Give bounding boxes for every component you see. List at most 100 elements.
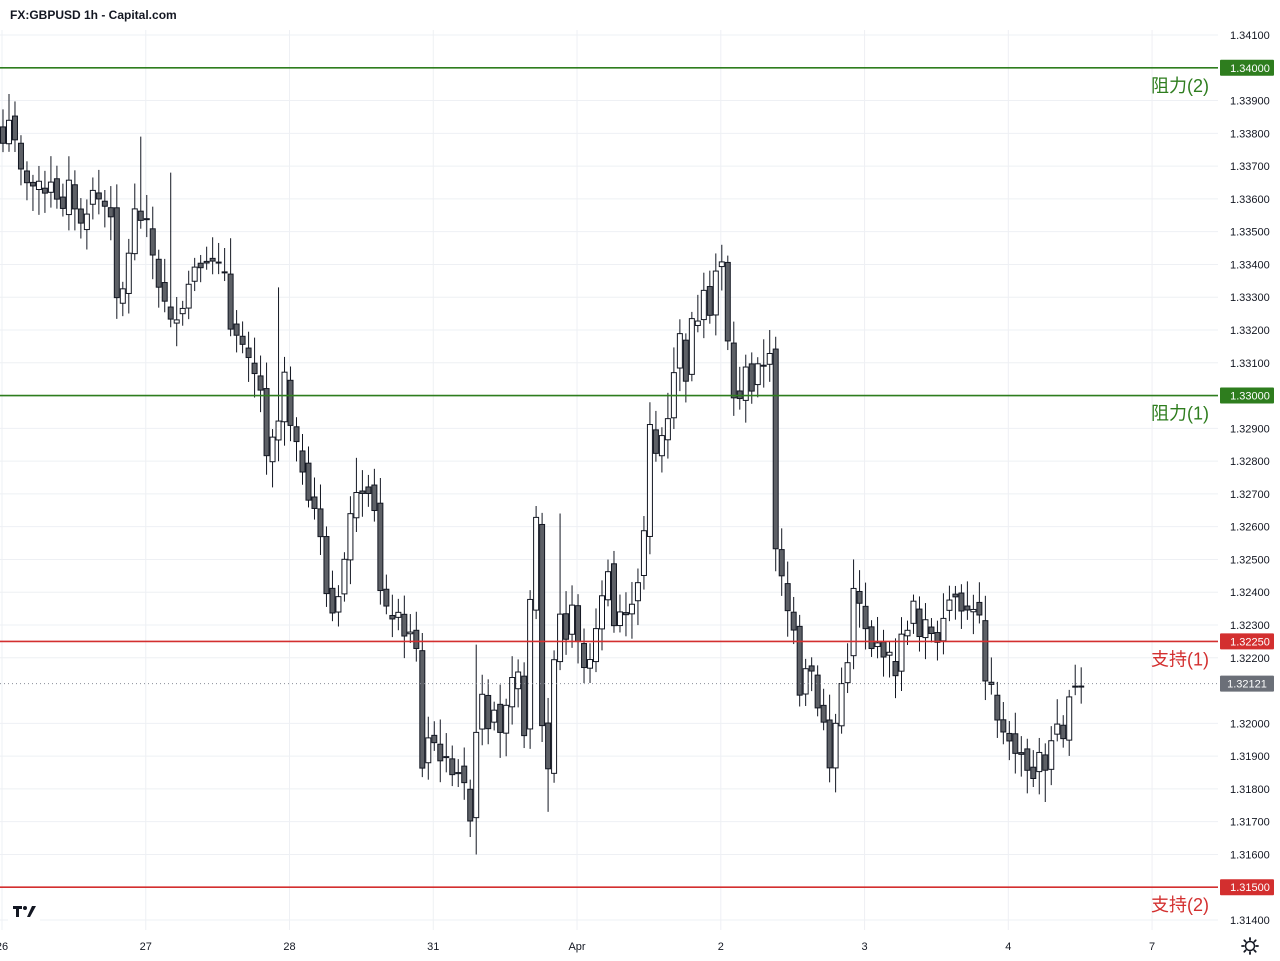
candle-body <box>593 628 600 663</box>
candle <box>5 94 12 152</box>
support-price-tag-text: 1.31500 <box>1230 882 1270 894</box>
candle-body <box>838 683 845 727</box>
candle <box>922 603 929 660</box>
candle-body <box>125 252 132 294</box>
candle <box>766 330 773 382</box>
candle <box>353 457 360 532</box>
candle <box>149 206 156 280</box>
candle <box>988 657 995 695</box>
support-price-tag: 1.31500 <box>1220 879 1274 896</box>
candle-body <box>299 450 306 473</box>
x-tick-label: 27 <box>140 941 152 953</box>
candle <box>365 474 372 507</box>
candle <box>245 331 252 382</box>
candle-body <box>167 306 174 320</box>
candle-body <box>1006 732 1013 742</box>
x-tick-label: 26 <box>0 941 8 953</box>
candle-body <box>71 184 78 210</box>
candle <box>113 184 120 319</box>
candle-body <box>700 289 707 321</box>
candle <box>970 594 977 635</box>
candle <box>155 249 162 308</box>
candle <box>503 698 510 757</box>
candle-body <box>245 347 252 359</box>
candle <box>251 337 258 398</box>
candle-body <box>209 257 216 262</box>
candle <box>389 594 396 638</box>
candle <box>35 165 42 215</box>
y-tick-label: 1.33200 <box>1230 325 1270 337</box>
candle-body <box>521 675 528 737</box>
candle <box>119 281 126 317</box>
candle-body <box>1036 751 1043 773</box>
candle-body <box>41 187 48 194</box>
candle <box>497 684 504 758</box>
candle-body <box>383 588 390 607</box>
y-tick-label: 1.32600 <box>1230 522 1270 534</box>
candle-body <box>772 348 779 550</box>
candle <box>952 585 959 620</box>
candle-body <box>443 756 450 759</box>
candle-body <box>185 283 192 309</box>
candle <box>1054 699 1061 742</box>
current-price-tag-bg <box>1220 675 1274 692</box>
candle-body <box>622 612 629 616</box>
candle-body <box>203 260 210 264</box>
candle <box>802 658 809 706</box>
candle-body <box>197 262 204 269</box>
resistance-price-tag-bg <box>1220 59 1274 76</box>
candle-body <box>634 582 641 602</box>
x-tick-label: Apr <box>568 941 585 953</box>
resistance-label: 阻力(1) <box>1151 404 1209 424</box>
candle-body <box>161 282 168 302</box>
candle <box>179 300 186 326</box>
candle <box>449 745 456 787</box>
candle <box>125 238 132 314</box>
candle <box>233 310 240 353</box>
support-price-tag-text: 1.32250 <box>1230 636 1270 648</box>
candle <box>203 246 210 270</box>
candle <box>515 659 522 708</box>
resistance-price-tag: 1.33000 <box>1220 387 1274 404</box>
candle-body <box>664 418 671 441</box>
candle-body <box>736 390 743 400</box>
candle-body <box>976 601 983 616</box>
candle <box>485 679 492 745</box>
candle <box>778 528 785 596</box>
candle <box>23 161 30 201</box>
candle-body <box>730 342 737 399</box>
candle-body <box>353 492 360 519</box>
candle <box>581 628 588 684</box>
candle-body <box>341 558 348 595</box>
candle-body <box>89 189 96 205</box>
gear-icon[interactable] <box>1240 936 1260 956</box>
y-tick-label: 1.33900 <box>1230 96 1270 108</box>
candle-body <box>682 339 689 382</box>
candle-body <box>892 661 899 677</box>
candle-body <box>958 592 965 612</box>
candle <box>593 608 600 673</box>
resistance-price-tag-text: 1.33000 <box>1230 391 1270 403</box>
candle-body <box>826 719 833 769</box>
candle <box>1018 736 1025 777</box>
candle <box>173 296 180 347</box>
candle <box>479 674 486 746</box>
candle-body <box>910 600 917 624</box>
candle-body <box>754 363 761 386</box>
candle-body <box>293 426 300 443</box>
candle <box>688 311 695 382</box>
candle-body <box>347 513 354 561</box>
candle-body <box>658 435 665 457</box>
candle-body <box>724 261 731 342</box>
candle <box>191 257 198 292</box>
candle-body <box>1048 740 1055 770</box>
candle <box>622 592 629 637</box>
candle <box>934 620 941 661</box>
candle <box>610 550 617 633</box>
candle <box>1024 738 1031 794</box>
candle-body <box>257 375 264 391</box>
x-tick-label: 2 <box>718 941 724 953</box>
candle-body <box>868 626 875 650</box>
candle <box>844 643 851 694</box>
